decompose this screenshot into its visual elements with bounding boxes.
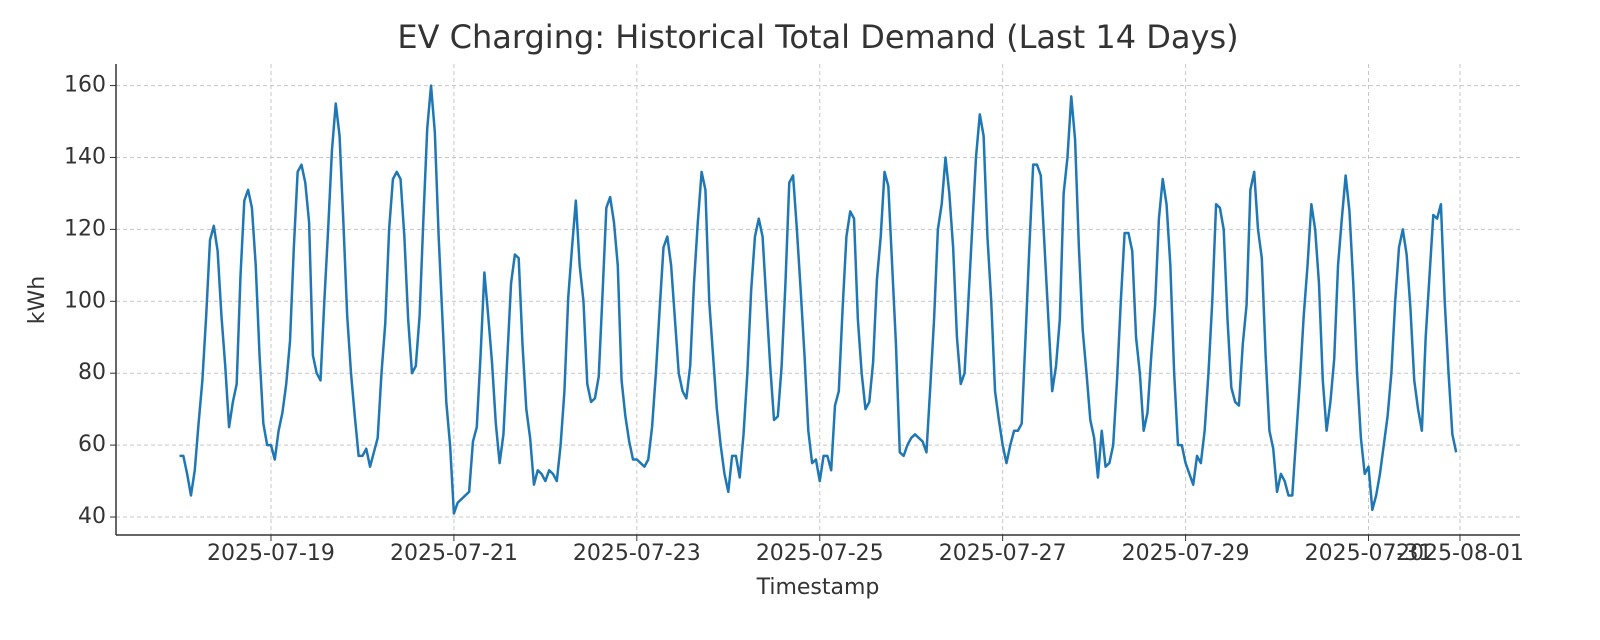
- x-axis-label: Timestamp: [756, 575, 880, 600]
- y-tick-label: 140: [64, 144, 106, 169]
- line-series: [179, 84, 1458, 515]
- x-tick-label: 2025-07-31: [1305, 541, 1433, 566]
- x-tick-label: 2025-07-21: [390, 541, 518, 566]
- y-tick-label: 60: [78, 432, 106, 457]
- y-tick-label: 160: [64, 73, 106, 98]
- x-tick-label: 2025-07-27: [939, 541, 1067, 566]
- y-tick-label: 80: [78, 360, 106, 385]
- y-tick-label: 40: [78, 504, 106, 529]
- x-tick-label: 2025-08-01: [1396, 541, 1524, 566]
- y-tick-label: 120: [64, 216, 106, 241]
- x-tick-label: 2025-07-23: [573, 541, 701, 566]
- x-tick-label: 2025-07-19: [207, 541, 335, 566]
- y-tick-label: 100: [64, 288, 106, 313]
- x-tick-label: 2025-07-25: [756, 541, 884, 566]
- chart-title: EV Charging: Historical Total Demand (La…: [397, 18, 1238, 56]
- y-axis-label: kWh: [25, 276, 50, 324]
- x-tick-label: 2025-07-29: [1122, 541, 1250, 566]
